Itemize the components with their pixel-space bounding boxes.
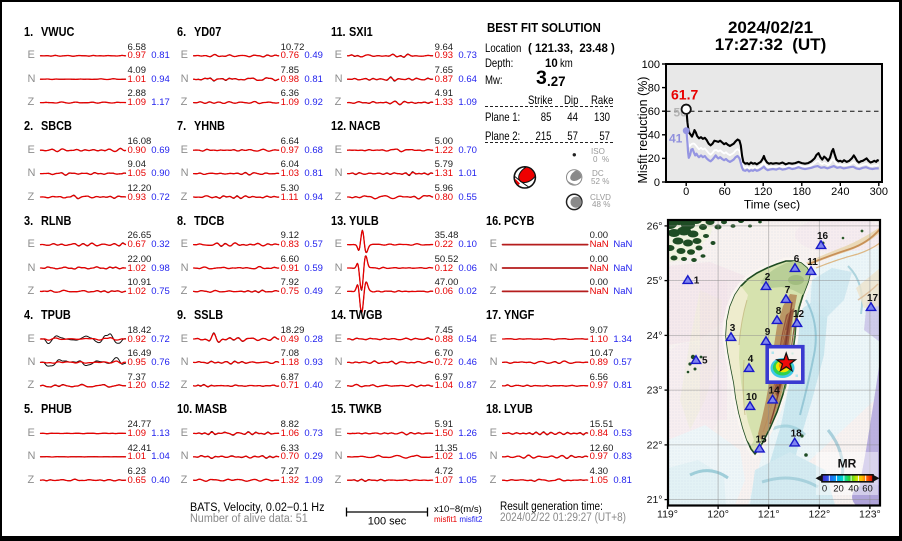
svg-text:6: 6 bbox=[794, 254, 800, 265]
svg-text:MR: MR bbox=[838, 457, 857, 471]
svg-text:10: 10 bbox=[746, 392, 758, 403]
svg-text:1: 1 bbox=[694, 276, 700, 287]
svg-text:23°: 23° bbox=[647, 385, 663, 397]
svg-text:14: 14 bbox=[769, 386, 781, 397]
svg-text:80: 80 bbox=[648, 82, 660, 94]
svg-text:0: 0 bbox=[822, 484, 827, 495]
svg-text:60: 60 bbox=[719, 186, 731, 198]
svg-text:20: 20 bbox=[833, 484, 844, 495]
svg-text:8: 8 bbox=[776, 306, 782, 317]
svg-text:123°: 123° bbox=[859, 509, 881, 521]
svg-text:9: 9 bbox=[765, 327, 771, 338]
svg-text:3: 3 bbox=[730, 323, 736, 334]
svg-text:40: 40 bbox=[848, 484, 859, 495]
svg-text:15: 15 bbox=[755, 435, 767, 446]
svg-text:25°: 25° bbox=[647, 275, 663, 287]
svg-text:100: 100 bbox=[642, 59, 660, 71]
svg-text:Misfit reduction (%): Misfit reduction (%) bbox=[636, 77, 650, 184]
svg-text:2: 2 bbox=[765, 272, 771, 283]
svg-text:5: 5 bbox=[702, 356, 708, 367]
svg-text:21°: 21° bbox=[647, 494, 663, 506]
svg-text:40: 40 bbox=[648, 130, 660, 142]
svg-text:7: 7 bbox=[785, 285, 791, 296]
svg-text:17: 17 bbox=[867, 293, 879, 304]
svg-text:0: 0 bbox=[683, 186, 689, 198]
svg-text:122°: 122° bbox=[808, 509, 830, 521]
svg-text:61.7: 61.7 bbox=[671, 87, 698, 103]
svg-text:300: 300 bbox=[870, 186, 888, 198]
svg-text:16: 16 bbox=[817, 231, 829, 242]
svg-text:4: 4 bbox=[748, 354, 754, 365]
svg-text:60: 60 bbox=[862, 484, 873, 495]
svg-text:20: 20 bbox=[648, 153, 660, 165]
svg-text:120°: 120° bbox=[707, 509, 729, 521]
svg-text:18: 18 bbox=[791, 429, 803, 440]
svg-text:119°: 119° bbox=[657, 509, 678, 521]
svg-text:12: 12 bbox=[793, 309, 805, 320]
svg-text:121°: 121° bbox=[758, 509, 780, 521]
svg-text:Time (sec): Time (sec) bbox=[744, 198, 800, 212]
svg-text:11: 11 bbox=[807, 257, 818, 268]
svg-text:41: 41 bbox=[669, 132, 683, 146]
svg-text:0: 0 bbox=[654, 177, 660, 189]
svg-text:60: 60 bbox=[648, 106, 660, 118]
svg-text:120: 120 bbox=[754, 186, 772, 198]
svg-text:22°: 22° bbox=[647, 439, 663, 451]
svg-text:180: 180 bbox=[793, 186, 811, 198]
svg-text:26°: 26° bbox=[647, 220, 663, 232]
svg-text:240: 240 bbox=[831, 186, 849, 198]
svg-text:24°: 24° bbox=[647, 330, 663, 342]
